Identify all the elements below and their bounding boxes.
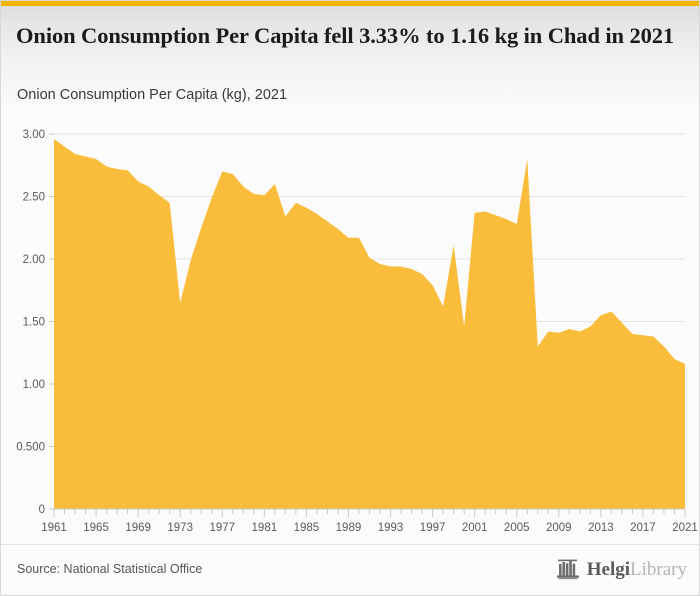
x-tick-label: 1965 [83,522,109,534]
y-tick-label: 1.50 [23,317,45,329]
series-area-onion-consumption [54,139,685,509]
x-axis-group: 1961 1965 1969 1973 1977 1981 1985 1989 1993 1997… [41,509,698,534]
brand-name: HelgiLibrary [587,560,687,579]
x-tick-label: 1997 [420,522,446,534]
y-axis-group: 0 0.500 1.00 1.50 2.00 2.50 3.00 [16,129,54,516]
y-tick-label: 2.50 [23,192,45,204]
top-accent-bar [1,1,699,6]
page-title: Onion Consumption Per Capita fell 3.33% … [16,23,675,48]
x-tick-label: 2005 [504,522,530,534]
y-tick-label: 1.00 [23,379,45,391]
x-tick-label: 1961 [41,522,67,534]
x-tick-label: 1989 [336,522,362,534]
x-tick-label: 1973 [167,522,193,534]
x-tick-label: 2013 [588,522,614,534]
x-tick-label: 2021 [672,522,698,534]
chart-header: Onion Consumption Per Capita fell 3.33% … [1,6,699,112]
y-tick-label: 3.00 [23,129,45,141]
y-tick-label: 0 [39,504,45,516]
x-tick-label: 2017 [630,522,656,534]
x-tick-label: 2009 [546,522,572,534]
brand-logo[interactable]: HelgiLibrary [555,557,687,581]
y-tick-label: 2.00 [23,254,45,266]
brand-primary: Helgi [586,558,631,580]
x-tick-label: 1985 [294,522,320,534]
x-tick-label: 1969 [125,522,151,534]
x-tick-label: 1977 [209,522,235,534]
y-tick-label: 0.500 [16,442,45,454]
plot-area: 0 0.500 1.00 1.50 2.00 2.50 3.00 1961 1965 1969 1… [1,112,699,546]
x-tick-label: 2001 [462,522,488,534]
chart-subtitle: Onion Consumption Per Capita (kg), 2021 [17,87,288,103]
x-tick-label: 1993 [378,522,404,534]
library-building-icon [556,559,579,580]
chart-footer: Source: National Statistical Office Helg… [1,544,699,595]
brand-secondary: Library [630,558,687,580]
source-label: Source: National Statistical Office [17,562,203,576]
x-tick-label: 1981 [252,522,278,534]
